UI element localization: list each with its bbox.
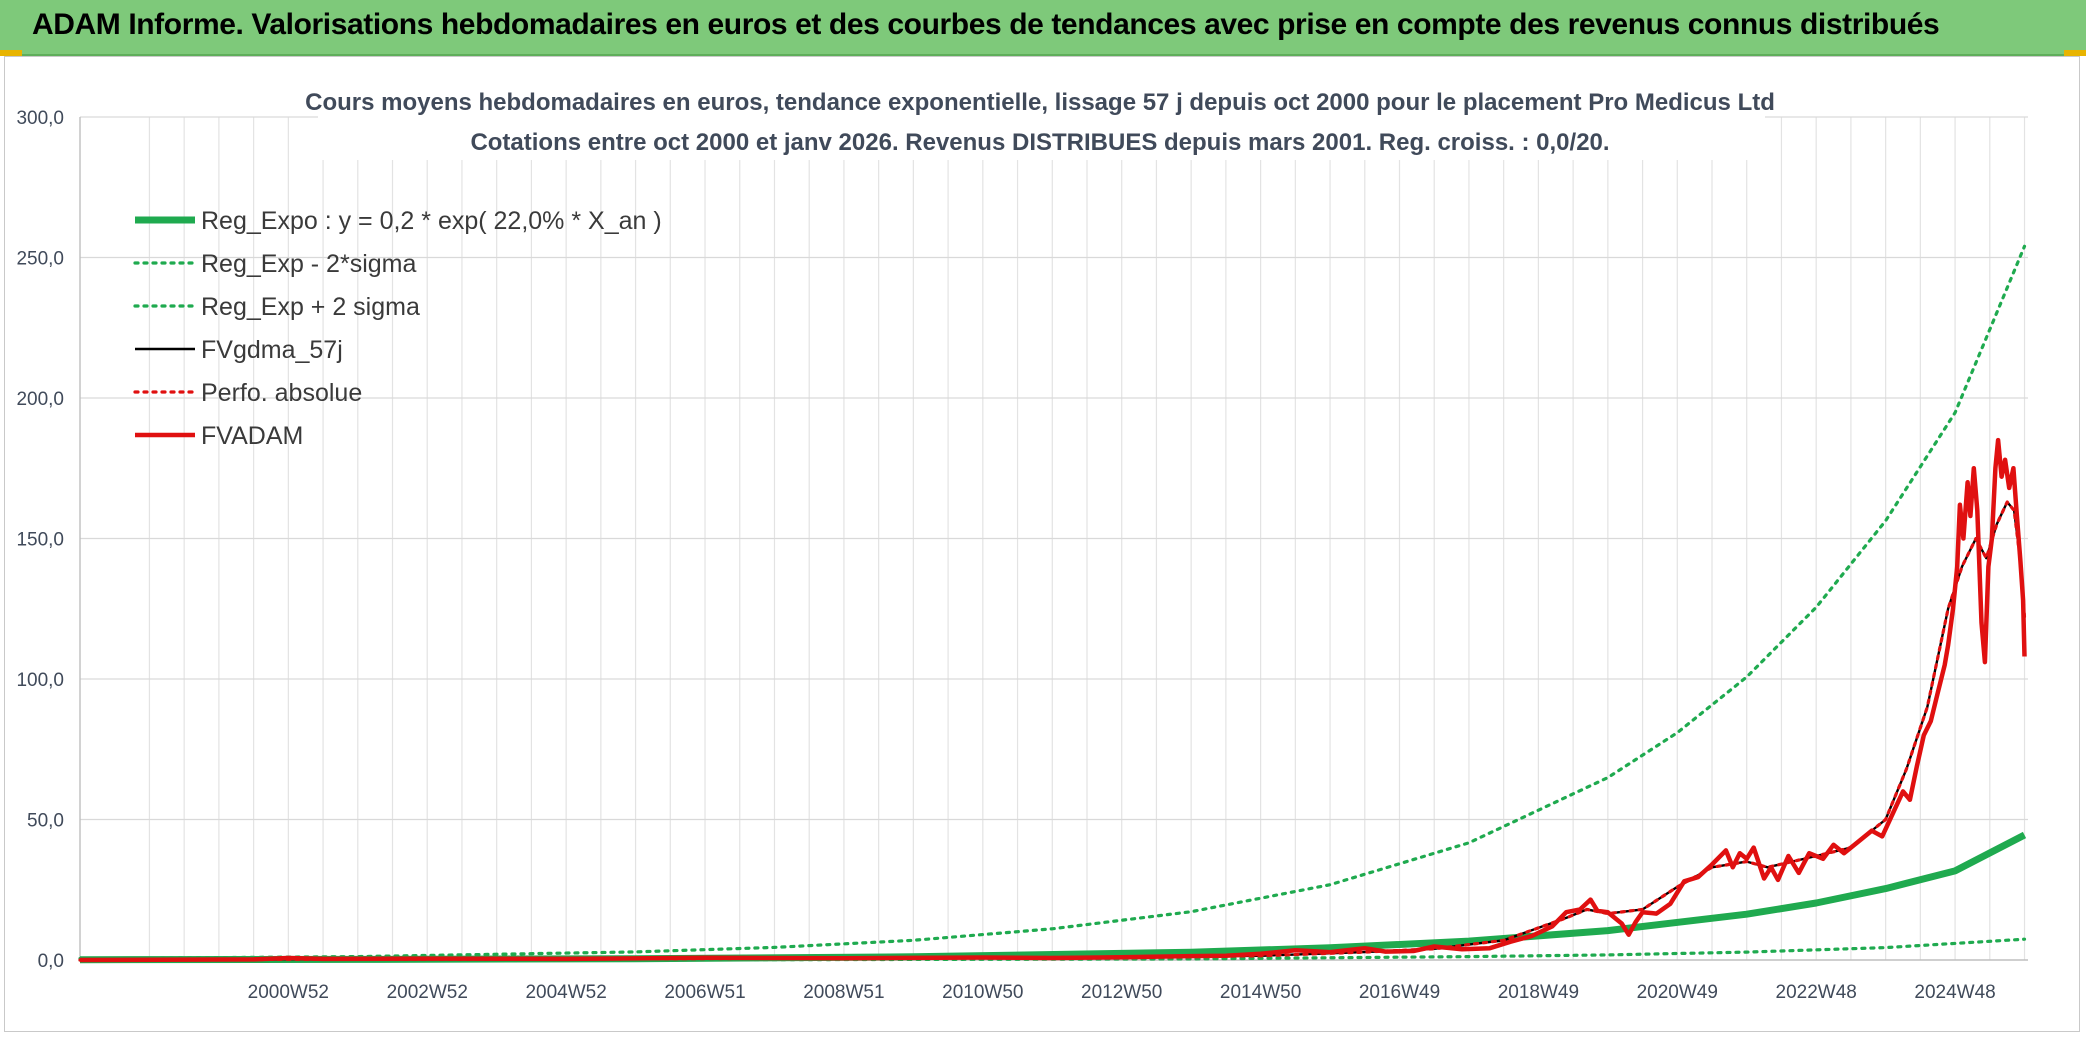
chart-series: [78, 244, 2027, 964]
x-tick-label: 2012W50: [1081, 982, 1162, 1003]
y-axis: 0,0 50,0 100,0 150,0 200,0 250,0 300,0: [16, 108, 64, 972]
legend-label: FVADAM: [201, 422, 303, 450]
x-tick-label: 2016W49: [1359, 982, 1440, 1003]
x-tick-label: 2014W50: [1220, 982, 1301, 1003]
corner-marker-left: [0, 50, 22, 56]
x-tick-label: 2020W49: [1637, 982, 1718, 1003]
chart-grid: [79, 116, 2028, 961]
series-line-6: [79, 437, 2027, 963]
x-tick-label: 2002W52: [387, 982, 468, 1003]
legend-label: Reg_Expo : y = 0,2 * exp( 22,0% * X_an ): [201, 207, 662, 235]
y-tick-label: 100,0: [16, 670, 64, 691]
y-tick-label: 50,0: [27, 811, 64, 832]
x-tick-label: 2018W49: [1498, 982, 1579, 1003]
chart-title-line-2: Cotations entre oct 2000 et janv 2026. R…: [470, 129, 1609, 156]
x-axis: 2000W52 2002W52 2004W52 2006W51 2008W51 2010W…: [248, 982, 1996, 1003]
chart-title-line-1: Cours moyens hebdomadaires en euros, ten…: [305, 89, 1775, 116]
legend-label: FVgdma_57j: [201, 336, 343, 364]
y-tick-label: 300,0: [16, 108, 64, 129]
report-banner: ADAM Informe. Valorisations hebdomadaire…: [0, 0, 2086, 56]
x-tick-label: 2010W50: [942, 982, 1023, 1003]
chart-legend: Reg_Expo : y = 0,2 * exp( 22,0% * X_an )…: [133, 207, 662, 450]
x-tick-label: 2004W52: [525, 982, 606, 1003]
chart-title-background: [318, 94, 1765, 160]
x-tick-label: 2006W51: [664, 982, 745, 1003]
legend-label: Reg_Exp - 2*sigma: [201, 250, 416, 278]
report-title: ADAM Informe. Valorisations hebdomadaire…: [32, 8, 1940, 41]
y-tick-label: 0,0: [38, 951, 64, 972]
y-tick-label: 150,0: [16, 530, 64, 551]
x-tick-label: 2022W48: [1776, 982, 1857, 1003]
y-tick-label: 200,0: [16, 389, 64, 410]
corner-marker-right: [2064, 50, 2086, 56]
x-tick-label: 2000W52: [248, 982, 329, 1003]
chart-frame: [4, 56, 2080, 1032]
y-tick-label: 250,0: [16, 249, 64, 270]
x-tick-label: 2024W48: [1914, 982, 1995, 1003]
legend-label: Perfo. absolue: [201, 379, 362, 407]
x-tick-label: 2008W51: [803, 982, 884, 1003]
series-line-3: [78, 244, 2027, 961]
legend-label: Reg_Exp + 2 sigma: [201, 293, 420, 321]
